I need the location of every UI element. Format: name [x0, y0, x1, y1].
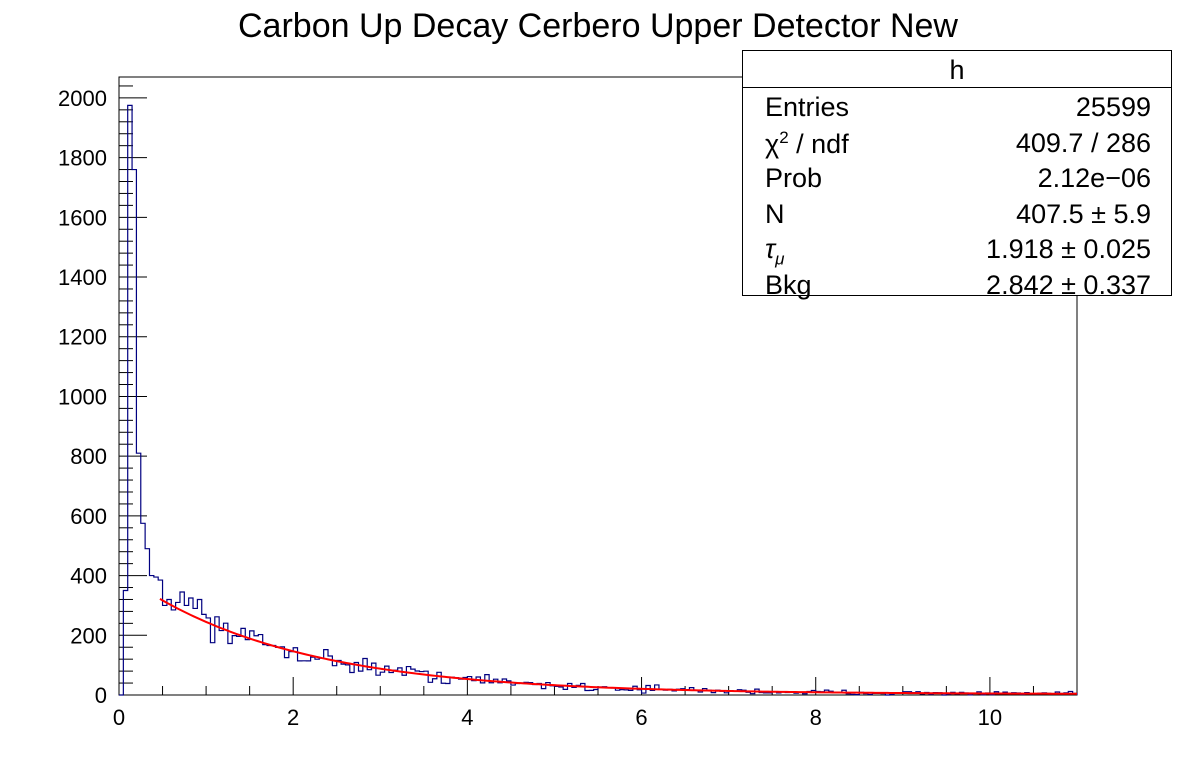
stats-value: 2.12e−06 [1037, 163, 1151, 193]
chart-title: Carbon Up Decay Cerbero Upper Detector N… [238, 7, 958, 45]
stats-title: h [743, 51, 1171, 88]
stats-value: 25599 [1075, 92, 1151, 122]
stats-value: 1.918 ± 0.025 [986, 234, 1151, 264]
y-tick-label: 400 [70, 564, 107, 589]
stats-label: Prob [765, 163, 823, 193]
y-tick-label: 1800 [58, 146, 107, 171]
stats-row-entries: Entries 25599 [743, 88, 1171, 124]
x-tick-label: 6 [635, 705, 647, 730]
y-tick-label: 1600 [58, 205, 107, 230]
y-tick-label: 600 [70, 504, 107, 529]
stats-value: 2.842 ± 0.337 [986, 269, 1151, 300]
fit-line [159, 598, 1078, 695]
y-tick-label: 800 [70, 444, 107, 469]
x-tick-label: 10 [978, 705, 1002, 730]
y-tick-label: 1000 [58, 384, 107, 409]
stats-row-chi2: χ2 / ndf 409.7 / 286 [743, 124, 1171, 160]
stats-box: h Entries 25599 χ2 / ndf 409.7 / 286 Pro… [742, 50, 1172, 300]
x-tick-label: 0 [113, 705, 125, 730]
y-tick-label: 0 [95, 683, 107, 708]
x-tick-label: 8 [810, 705, 822, 730]
y-tick-label: 2000 [58, 86, 107, 111]
stats-row-tau: τμ 1.918 ± 0.025 [743, 230, 1171, 269]
x-tick-label: 4 [461, 705, 473, 730]
stats-row-bkg: Bkg 2.842 ± 0.337 [743, 266, 1171, 302]
stats-row-n: N 407.5 ± 5.9 [743, 195, 1171, 231]
stats-label: Entries [765, 92, 850, 122]
y-tick-label: 200 [70, 623, 107, 648]
stats-value: 409.7 / 286 [1015, 127, 1151, 158]
y-tick-label: 1200 [58, 325, 107, 350]
stats-label: χ2 / ndf [765, 127, 849, 159]
y-tick-label: 1400 [58, 265, 107, 290]
stats-row-prob: Prob 2.12e−06 [743, 159, 1171, 195]
stats-label: Bkg [765, 269, 812, 300]
stats-value: 407.5 ± 5.9 [1016, 198, 1151, 229]
y-axis: 0 200 400 600 800 1000 1200 1400 1600 1800 2000 [58, 85, 147, 708]
stats-label: τμ [765, 234, 785, 269]
x-tick-label: 2 [287, 705, 299, 730]
stats-label: N [765, 198, 785, 229]
x-axis: 0 2 4 6 8 10 [113, 677, 1078, 730]
fit-curve [159, 598, 1078, 695]
